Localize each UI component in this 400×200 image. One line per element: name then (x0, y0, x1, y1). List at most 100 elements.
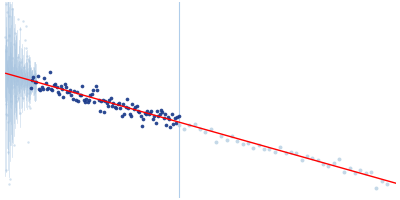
Point (20, 96, 26, 99)
Point (229, 134, 235, 138)
Point (272, 150, 278, 153)
Point (164, 115, 171, 119)
Point (71, 89, 77, 93)
Point (192, 122, 198, 125)
Point (146, 113, 152, 116)
Point (325, 164, 332, 167)
Point (11, 144, 17, 147)
Point (208, 128, 214, 131)
Point (197, 128, 203, 131)
Point (129, 102, 136, 105)
Point (68, 93, 75, 97)
Point (48, 87, 54, 91)
Point (30, 75, 37, 78)
Point (156, 113, 163, 116)
Point (159, 111, 166, 114)
Point (15, 55, 22, 58)
Point (24, 55, 30, 58)
Point (12, 94, 18, 97)
Point (95, 99, 102, 102)
Point (64, 90, 70, 93)
Point (234, 140, 241, 143)
Point (176, 123, 182, 127)
Point (79, 85, 86, 88)
Point (116, 101, 122, 104)
Point (90, 89, 96, 92)
Point (11, 32, 18, 35)
Point (373, 186, 380, 189)
Point (40, 88, 46, 91)
Point (158, 108, 164, 111)
Point (3, 168, 9, 171)
Point (46, 71, 53, 74)
Point (131, 108, 137, 111)
Point (120, 102, 126, 105)
Point (9, 56, 16, 59)
Point (22, 47, 29, 50)
Point (33, 81, 39, 84)
Point (181, 127, 187, 131)
Point (32, 81, 38, 84)
Point (147, 112, 153, 115)
Point (37, 89, 44, 92)
Point (36, 87, 42, 90)
Point (62, 83, 68, 86)
Point (105, 104, 111, 107)
Point (314, 158, 321, 162)
Point (128, 114, 134, 117)
Point (166, 117, 172, 120)
Point (143, 112, 149, 115)
Point (142, 111, 148, 114)
Point (28, 86, 34, 89)
Point (4, 150, 11, 153)
Point (49, 88, 56, 92)
Point (330, 161, 337, 164)
Point (25, 92, 31, 95)
Point (24, 82, 30, 86)
Point (102, 99, 108, 103)
Point (106, 98, 113, 101)
Point (125, 106, 132, 110)
Point (83, 97, 90, 101)
Point (135, 109, 141, 112)
Point (74, 90, 80, 93)
Point (25, 140, 32, 143)
Point (277, 146, 283, 149)
Point (75, 99, 82, 102)
Point (87, 94, 94, 97)
Point (171, 116, 178, 119)
Point (126, 112, 133, 115)
Point (122, 105, 129, 108)
Point (256, 143, 262, 146)
Point (298, 158, 305, 161)
Point (224, 139, 230, 142)
Point (72, 98, 79, 101)
Point (357, 169, 364, 172)
Point (45, 87, 52, 90)
Point (117, 107, 124, 110)
Point (124, 97, 130, 101)
Point (5, 34, 12, 37)
Point (67, 89, 73, 92)
Point (41, 76, 48, 79)
Point (14, 100, 21, 103)
Point (22, 38, 28, 42)
Point (76, 93, 83, 96)
Point (23, 24, 30, 27)
Point (155, 115, 162, 118)
Point (26, 77, 32, 80)
Point (18, 60, 24, 63)
Point (140, 118, 146, 121)
Point (66, 91, 72, 94)
Point (26, 59, 32, 62)
Point (113, 107, 120, 110)
Point (109, 104, 115, 107)
Point (336, 158, 342, 161)
Point (213, 141, 219, 144)
Point (152, 122, 159, 125)
Point (14, 82, 20, 86)
Point (80, 99, 87, 102)
Point (12, 75, 18, 78)
Point (320, 162, 326, 166)
Point (78, 94, 84, 97)
